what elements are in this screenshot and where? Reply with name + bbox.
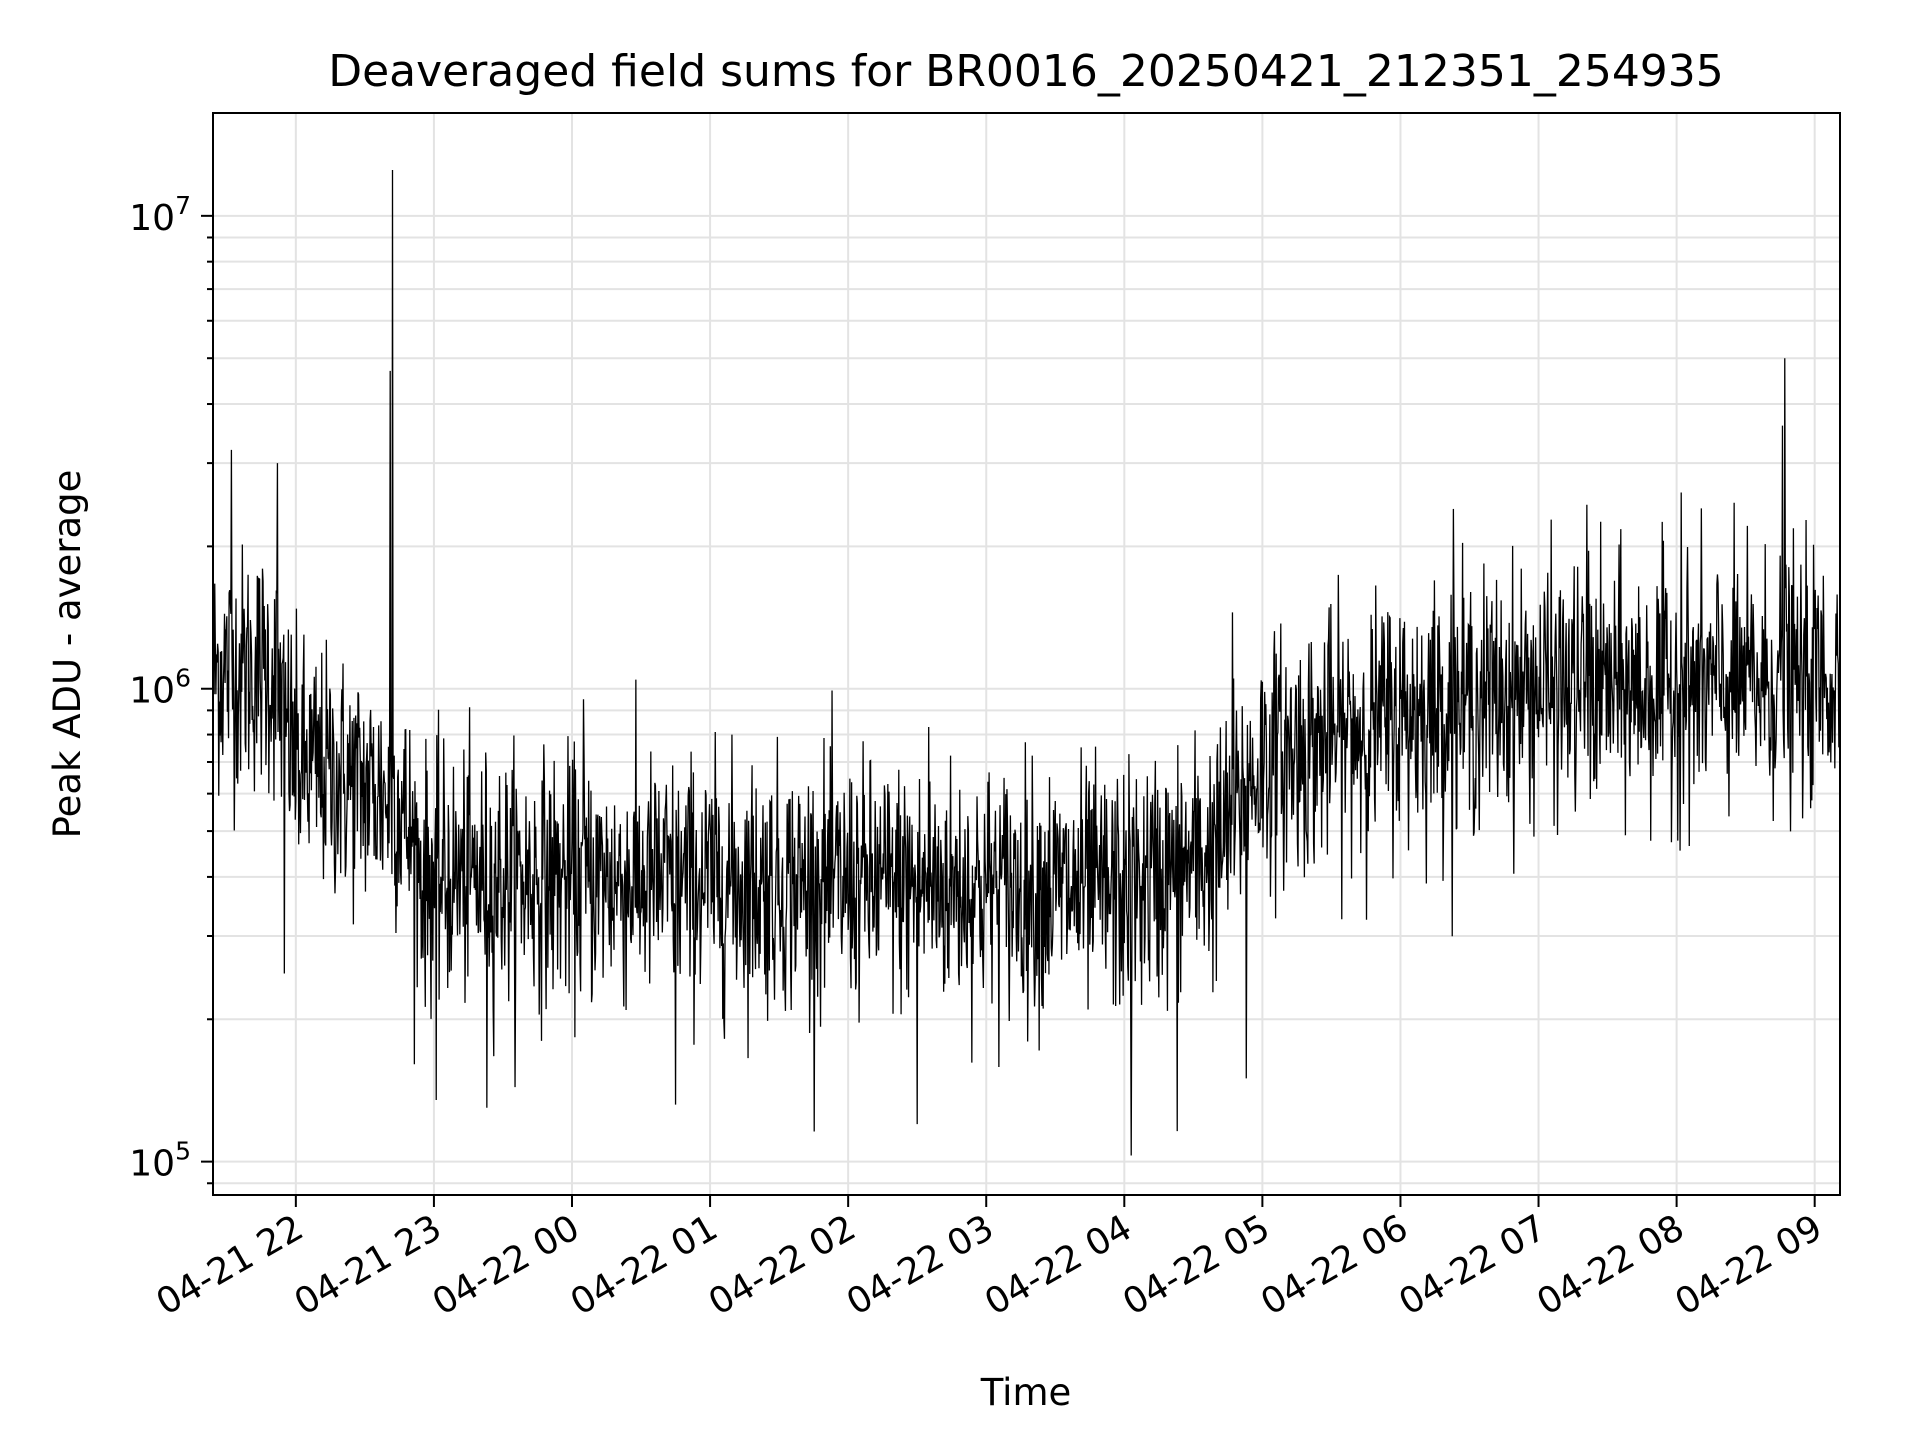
- y-tick-exponent: 6: [175, 664, 191, 693]
- y-tick-label: 106: [129, 664, 191, 712]
- chart-title: Deaveraged field sums for BR0016_2025042…: [328, 46, 1724, 97]
- series-line: [212, 170, 1841, 1156]
- y-tick-base: 10: [129, 671, 175, 712]
- y-axis-label: Peak ADU - average: [46, 470, 89, 839]
- y-tick-exponent: 7: [175, 191, 191, 220]
- y-tick-label: 107: [129, 191, 191, 239]
- plot-frame: [212, 112, 1841, 1196]
- data-series: [212, 170, 1841, 1156]
- y-tick-exponent: 5: [175, 1137, 191, 1166]
- grid: [213, 113, 1840, 1195]
- y-tick-base: 10: [129, 198, 175, 239]
- y-tick-label: 105: [129, 1137, 191, 1185]
- y-tick-base: 10: [129, 1144, 175, 1185]
- x-axis-label: Time: [980, 1371, 1072, 1414]
